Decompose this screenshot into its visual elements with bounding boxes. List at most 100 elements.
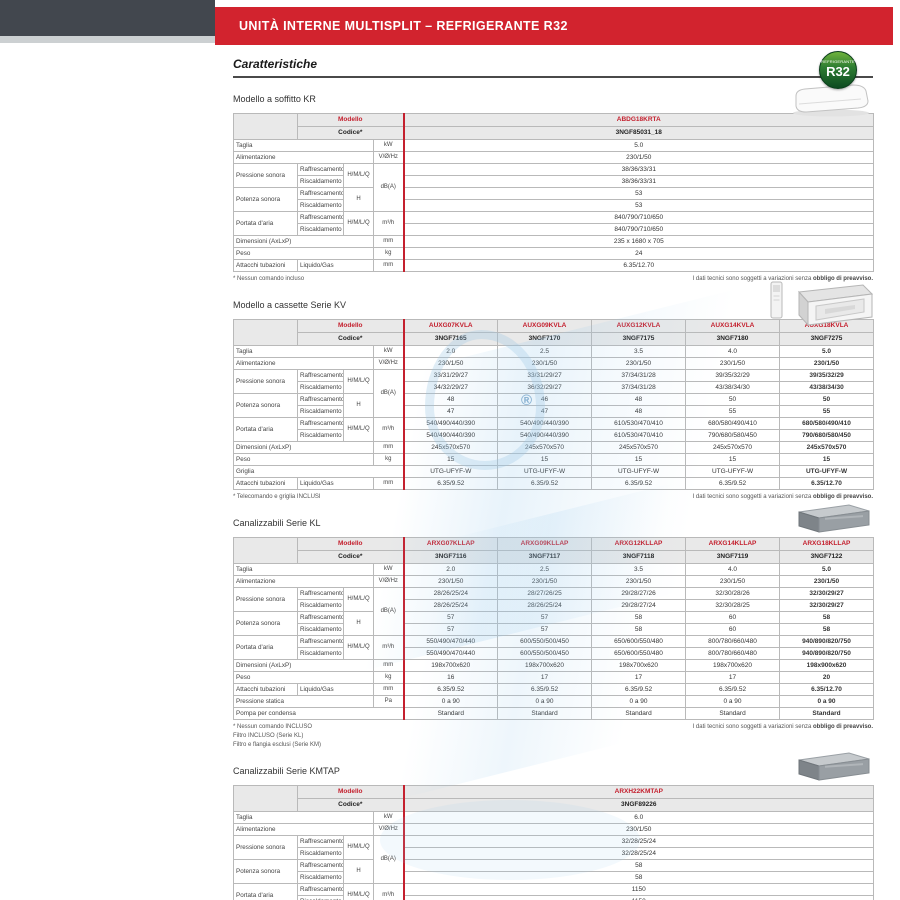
table-footnotes: * Nessun comando incluso I dati tecnici s… [233,275,873,284]
spec-value: 0 a 90 [685,695,781,708]
spec-value: 1150 [402,895,875,900]
footnote: * Nessun comando incluso [233,276,305,282]
spec-sub-label: Raffrescamento [297,163,344,176]
spec-mode-label: H [343,393,374,418]
spec-value: 680/580/490/410 [685,417,781,430]
spec-value: Standard [497,707,593,720]
spec-value: 50 [685,393,781,406]
disclaimer-text: I dati tecnici sono soggetti a variazion… [692,494,813,500]
column-header-modello: Modello [296,785,405,799]
spec-value: 28/26/25/24 [497,599,593,612]
spec-value: 230/1/50 [685,357,781,370]
footnotes-left: * Nessun comando incluso [233,275,304,284]
spec-sub-label: Raffrescamento [297,859,344,872]
spec-sub-label: Raffrescamento [297,369,344,382]
model-code: 3NGF7175 [591,332,687,346]
spec-value: 5.0 [402,139,875,152]
spec-row-label: Taglia [233,811,374,824]
spec-value: 37/34/31/28 [591,369,687,382]
column-header-codice: Codice* [296,332,405,346]
spec-row-label: Pressione sonora [233,369,298,394]
footnote: Filtro INCLUSO (Serie KL) [233,733,304,739]
spec-value: UTG-UFYF-W [779,465,875,478]
spec-value: 15 [591,453,687,466]
column-header-codice: Codice* [296,798,405,812]
disclaimer-text: I dati tecnici sono soggetti a variazion… [692,724,813,730]
footnote: * Telecomando e griglia INCLUSI [233,494,321,500]
model-name: ARXG14KLLAP [685,537,781,551]
cassette-unit-image [769,279,873,329]
spec-row-label: Dimensioni (AxLxP) [233,659,374,672]
spec-value: 17 [497,671,593,684]
spec-value: 800/780/660/480 [685,647,781,660]
model-name: ARXG07KLLAP [402,537,499,551]
spec-row-label: Peso [233,453,374,466]
spec-row-label: Potenza sonora [233,611,298,636]
spec-table: Modello AUXG07KVLA AUXG09KVLA AUXG12KVLA AUX… [232,319,875,490]
spec-value: Standard [591,707,687,720]
spec-row-label: Pressione sonora [233,835,298,860]
column-header-modello: Modello [296,113,405,127]
model-name: ARXG18KLLAP [779,537,875,551]
spec-value: 230/1/50 [402,575,499,588]
spec-row-label: Peso [233,247,374,260]
catalog-section: Modello a soffitto KR Modello ABDG18KRTA Co… [233,84,875,284]
spec-value: 790/680/580/450 [685,429,781,442]
spec-unit-label: m³/h [372,417,405,442]
spec-sub-label: Liquido/Gas [297,259,374,272]
spec-mode-label: H/M/L/Q [343,369,374,394]
spec-value: 57 [402,623,499,636]
spec-value: 6.35/12.70 [779,683,875,696]
spec-row-label: Alimentazione [233,151,374,164]
spec-value: 53 [402,187,875,200]
spec-value: 3.5 [591,345,687,358]
spec-value: 5.0 [779,345,875,358]
section-title: Canalizzabili Serie KMTAP [233,766,340,776]
spec-value: 58 [591,623,687,636]
spec-value: UTG-UFYF-W [402,465,499,478]
spec-value: 47 [497,405,593,418]
model-code: 3NGF7118 [591,550,687,564]
spec-value: Standard [685,707,781,720]
spec-value: 39/35/32/29 [779,369,875,382]
spec-value: 230/1/50 [779,357,875,370]
spec-unit-label: kg [372,671,405,684]
spec-sub-label: Raffrescamento [297,417,344,430]
spec-value: 15 [685,453,781,466]
spec-mode-label: H/M/L/Q [343,835,374,860]
spec-mode-label: H/M/L/Q [343,587,374,612]
table-footnotes: * Nessun comando INCLUSO Filtro INCLUSO (… [233,723,873,750]
spec-value: 2.0 [402,563,499,576]
spec-value: 600/550/500/450 [497,647,593,660]
spec-value: 230/1/50 [779,575,875,588]
spec-value: 15 [497,453,593,466]
spec-value: 48 [591,405,687,418]
spec-unit-label: kW [372,345,405,358]
footnote: Filtro e flangia esclusi (Serie KM) [233,742,322,748]
spec-value: 840/790/710/650 [402,223,875,236]
spec-row-label: Taglia [233,563,374,576]
spec-row-label: Dimensioni (AxLxP) [233,441,374,454]
spec-value: 230/1/50 [685,575,781,588]
spec-value: 57 [497,623,593,636]
spec-value: 32/30/29/27 [779,599,875,612]
page-edge-strip [0,36,215,43]
spec-value: 48 [591,393,687,406]
catalog-section: Canalizzabili Serie KMTAP Modello ARXH22KM… [233,752,875,900]
section-title: Canalizzabili Serie KL [233,518,321,528]
spec-unit-label: mm [372,659,405,672]
spec-value: 650/600/550/480 [591,647,687,660]
catalog-section: Canalizzabili Serie KL Modello ARXG07KLLAP… [232,504,875,750]
spec-value: 57 [497,611,593,624]
spec-mode-label: H/M/L/Q [343,635,374,660]
spec-value: 540/490/440/390 [497,417,593,430]
spec-value: 245x570x570 [497,441,593,454]
content-column: Caratteristiche Modello a soffitto KR Mod… [232,57,875,900]
spec-unit-label: V/Ø/Hz [372,575,405,588]
spec-value: 235 x 1680 x 705 [402,235,875,248]
spec-unit-label: m³/h [372,635,405,660]
badge-r32-label: R32 [826,64,850,79]
spec-value: 53 [402,199,875,212]
spec-value: 245x570x570 [779,441,875,454]
spec-value: 32/28/25/24 [402,847,875,860]
